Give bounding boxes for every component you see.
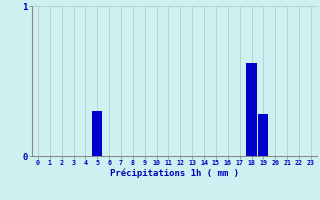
Bar [92,111,102,156]
Bar [258,114,268,156]
Bar [246,63,257,156]
X-axis label: Précipitations 1h ( mm ): Précipitations 1h ( mm ) [110,169,239,178]
